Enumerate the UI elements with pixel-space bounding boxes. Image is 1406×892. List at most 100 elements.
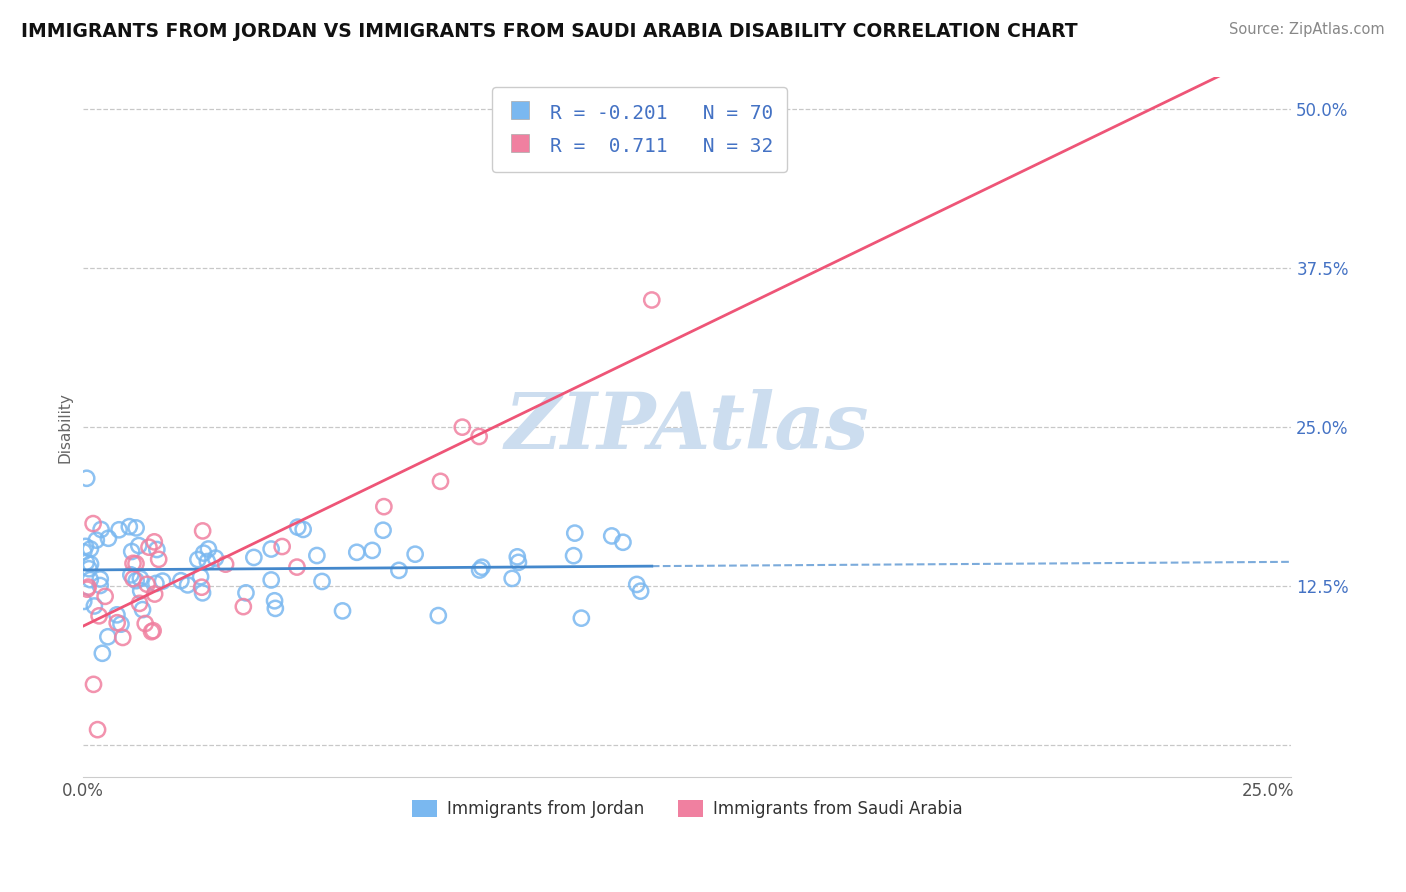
Point: [111, 631, 134, 645]
Y-axis label: Disability: Disability: [58, 392, 72, 463]
Point: [76, 582, 98, 596]
Point: [75, 555, 97, 569]
Point: [427, 608, 450, 623]
Point: [193, 546, 215, 560]
Point: [134, 616, 156, 631]
Point: [404, 547, 426, 561]
Point: [125, 557, 148, 571]
Point: [121, 544, 143, 558]
Point: [136, 577, 159, 591]
Point: [129, 583, 152, 598]
Point: [204, 551, 226, 566]
Point: [76, 471, 98, 485]
Text: Source: ZipAtlas.com: Source: ZipAtlas.com: [1229, 22, 1385, 37]
Point: [190, 569, 212, 583]
Point: [471, 560, 494, 574]
Point: [105, 607, 128, 622]
Point: [146, 542, 169, 557]
Point: [346, 545, 368, 559]
Point: [75, 540, 97, 554]
Point: [152, 574, 174, 588]
Point: [260, 542, 283, 557]
Point: [195, 555, 218, 569]
Point: [292, 523, 315, 537]
Point: [287, 520, 309, 534]
Point: [260, 573, 283, 587]
Point: [79, 573, 101, 587]
Point: [97, 531, 120, 545]
Point: [569, 611, 592, 625]
Point: [176, 578, 198, 592]
Point: [429, 475, 451, 489]
Point: [170, 574, 193, 588]
Point: [87, 608, 110, 623]
Point: [73, 594, 96, 608]
Point: [305, 549, 328, 563]
Point: [120, 567, 142, 582]
Point: [562, 549, 585, 563]
Point: [97, 630, 120, 644]
Point: [122, 557, 145, 571]
Point: [501, 571, 523, 585]
Legend: Immigrants from Jordan, Immigrants from Saudi Arabia: Immigrants from Jordan, Immigrants from …: [405, 793, 969, 824]
Text: ZIPAtlas: ZIPAtlas: [505, 389, 869, 466]
Point: [148, 552, 170, 566]
Point: [190, 580, 212, 594]
Point: [630, 584, 652, 599]
Point: [86, 533, 108, 548]
Point: [243, 550, 266, 565]
Point: [451, 420, 474, 434]
Point: [187, 552, 209, 566]
Point: [89, 578, 111, 592]
Point: [105, 615, 128, 630]
Point: [271, 540, 294, 554]
Point: [129, 572, 152, 586]
Point: [214, 557, 236, 571]
Point: [311, 574, 333, 589]
Point: [191, 586, 214, 600]
Point: [197, 541, 219, 556]
Point: [83, 677, 105, 691]
Point: [138, 540, 160, 554]
Point: [235, 586, 257, 600]
Point: [108, 523, 131, 537]
Point: [641, 293, 664, 307]
Point: [77, 562, 100, 576]
Point: [191, 524, 214, 538]
Point: [125, 574, 148, 588]
Point: [141, 624, 163, 639]
Point: [508, 555, 530, 569]
Point: [361, 543, 384, 558]
Point: [82, 516, 104, 531]
Point: [600, 529, 623, 543]
Point: [143, 587, 166, 601]
Point: [125, 521, 148, 535]
Point: [626, 577, 648, 591]
Point: [142, 624, 165, 638]
Point: [94, 590, 117, 604]
Point: [131, 602, 153, 616]
Point: [264, 601, 287, 615]
Point: [285, 560, 308, 574]
Point: [143, 534, 166, 549]
Point: [373, 500, 395, 514]
Point: [91, 646, 114, 660]
Point: [232, 599, 254, 614]
Point: [83, 599, 105, 613]
Point: [506, 549, 529, 564]
Point: [118, 519, 141, 533]
Point: [86, 723, 108, 737]
Point: [128, 539, 150, 553]
Point: [371, 523, 394, 537]
Point: [332, 604, 354, 618]
Point: [77, 580, 100, 594]
Point: [128, 596, 150, 610]
Point: [263, 594, 285, 608]
Point: [468, 429, 491, 443]
Point: [79, 557, 101, 571]
Point: [388, 563, 411, 577]
Point: [110, 617, 132, 632]
Text: IMMIGRANTS FROM JORDAN VS IMMIGRANTS FROM SAUDI ARABIA DISABILITY CORRELATION CH: IMMIGRANTS FROM JORDAN VS IMMIGRANTS FRO…: [21, 22, 1078, 41]
Point: [612, 535, 634, 549]
Point: [564, 526, 586, 541]
